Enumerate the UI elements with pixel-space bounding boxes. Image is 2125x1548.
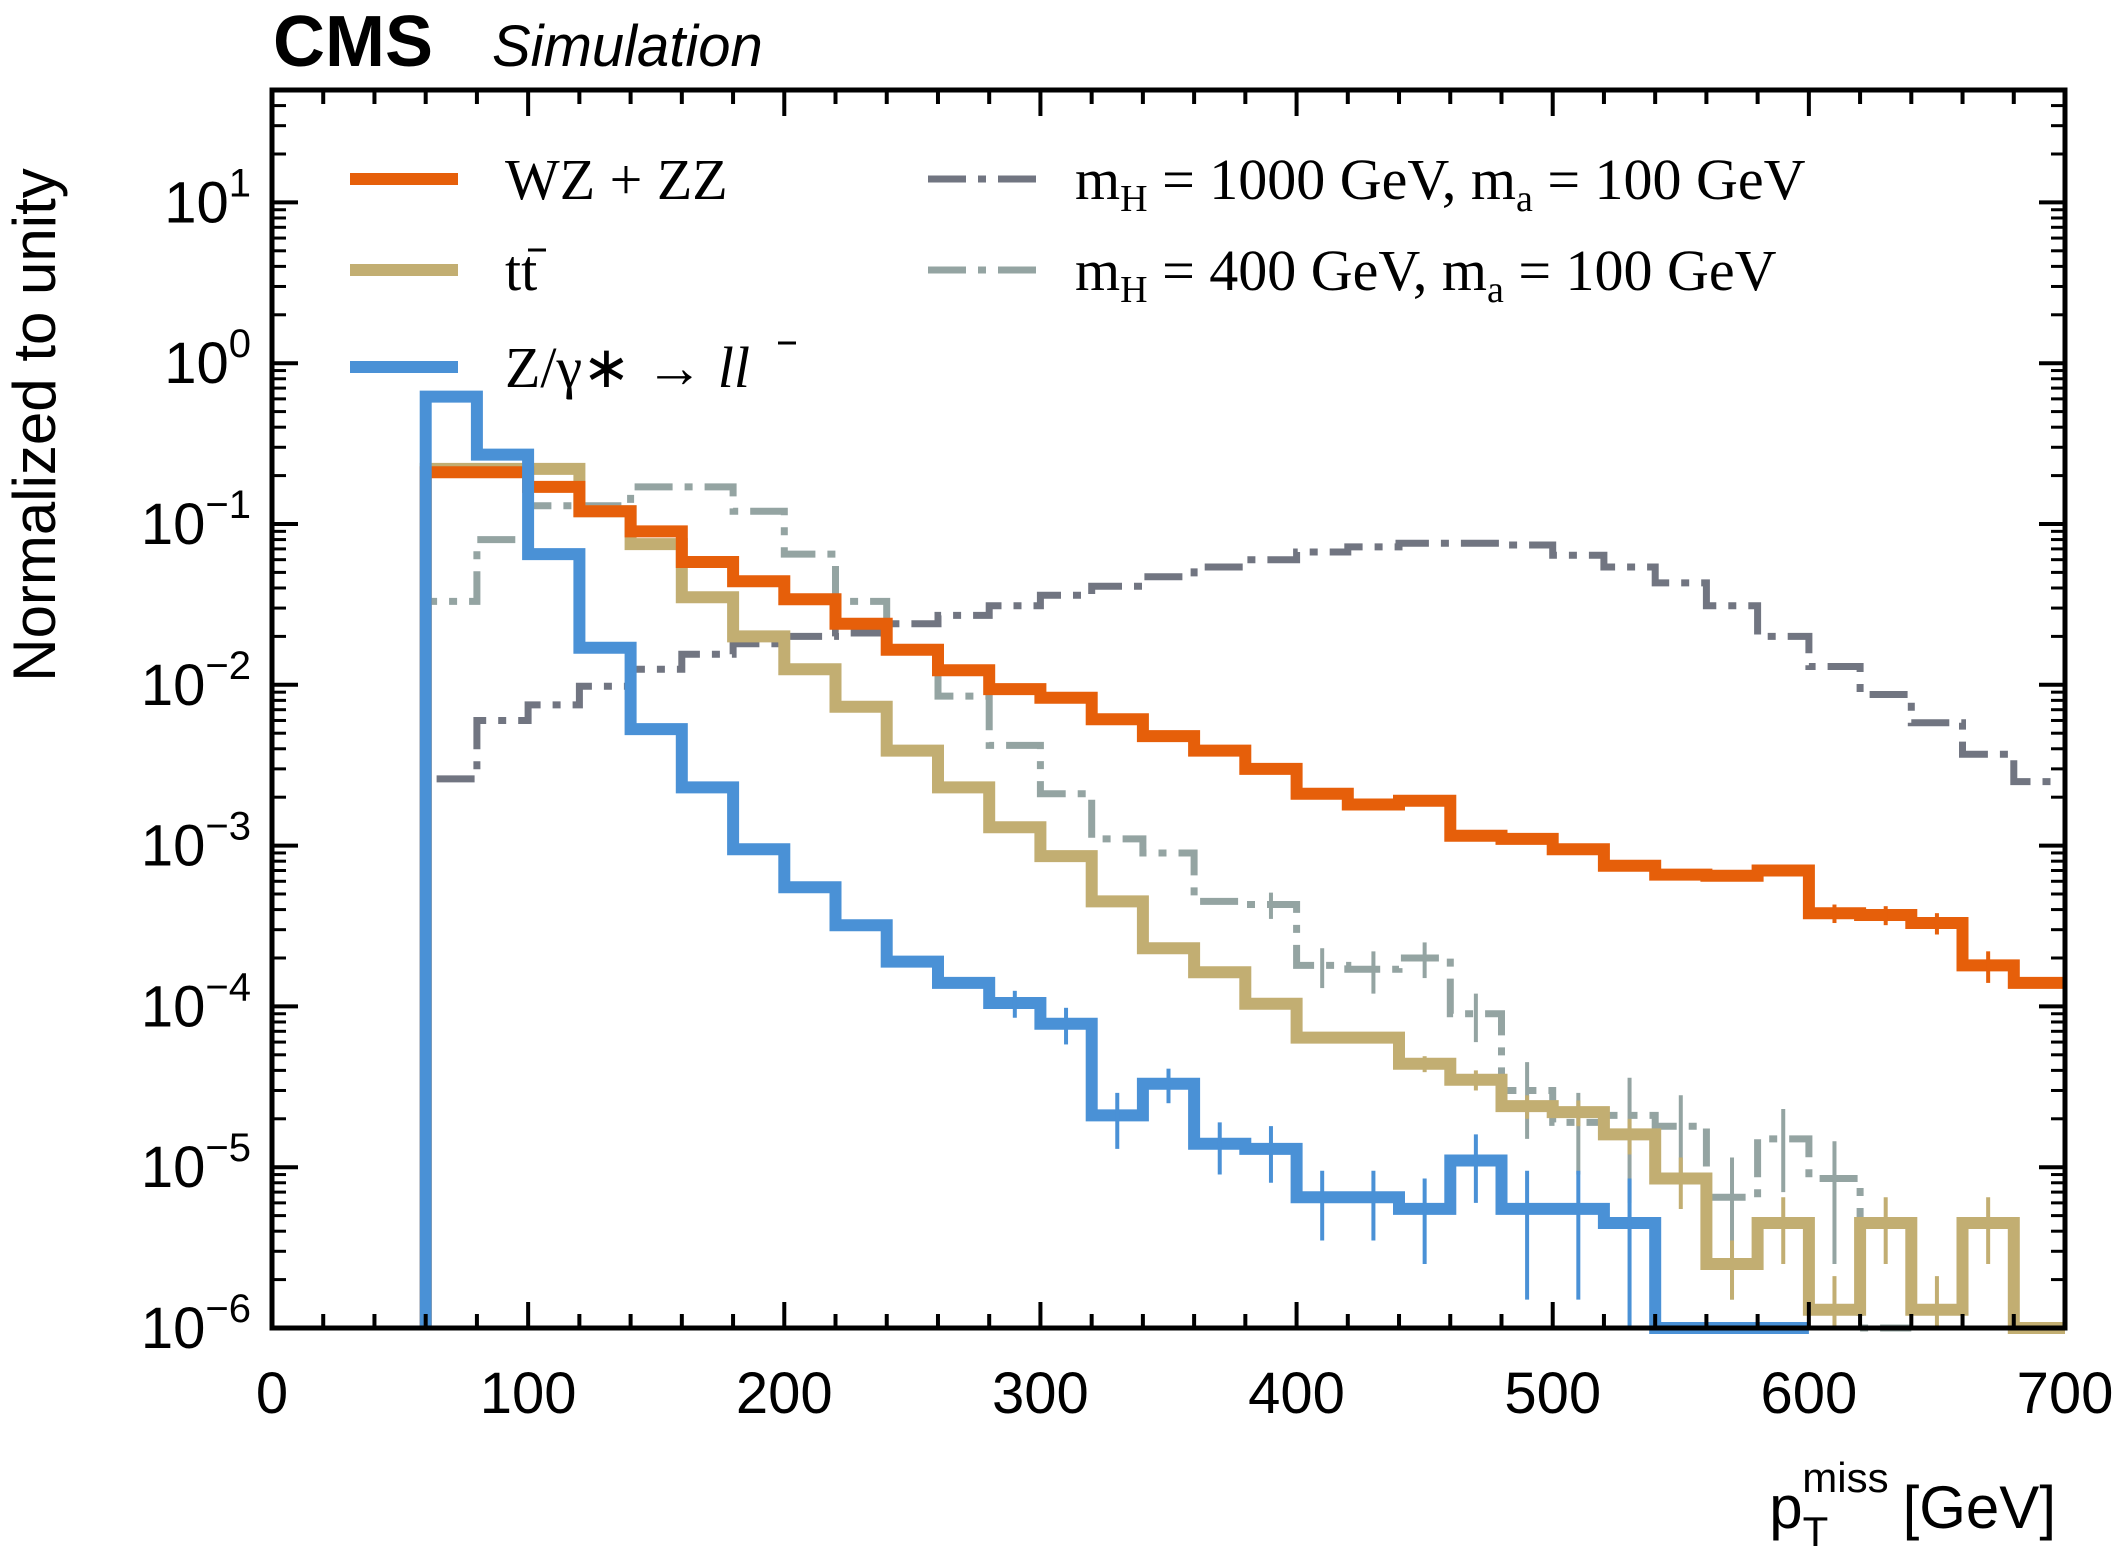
svg-text:mH = 1000 GeV, ma = 100 GeV: mH = 1000 GeV, ma = 100 GeV	[1075, 147, 1806, 220]
legend-entry-mh400: mH = 400 GeV, ma = 100 GeV	[928, 238, 1777, 311]
svg-text:mH = 400 GeV, ma = 100 GeV: mH = 400 GeV, ma = 100 GeV	[1075, 238, 1777, 311]
x-tick-label: 100	[480, 1361, 577, 1426]
series-line	[419, 462, 2065, 1334]
x-axis-label: pTmiss [GeV]	[1769, 1454, 2056, 1548]
cms-label: CMS	[273, 2, 433, 82]
series-line	[419, 466, 2065, 1328]
legend-label-dy-l: l	[718, 335, 734, 400]
simulation-label: Simulation	[492, 14, 763, 79]
series-mh-1000-gev-ma-100-gev	[422, 539, 2065, 1328]
legend: WZ + ZZ tt Z/γ∗ → ll mH = 1000 GeV, ma =…	[350, 147, 1806, 400]
svg-text:tt: tt	[505, 238, 537, 303]
y-tick-label: 10−5	[141, 1126, 251, 1200]
series-tt	[419, 462, 2065, 1334]
legend-label-dy-lbar: l	[734, 335, 750, 400]
y-tick-label: 10−2	[141, 644, 251, 718]
x-axis-label-main: p	[1769, 1474, 1802, 1541]
x-tick-label: 300	[992, 1361, 1089, 1426]
series-line	[419, 390, 1809, 1334]
series-wz-zz	[419, 466, 2065, 1328]
y-tick-label: 10−4	[141, 965, 251, 1039]
x-axis-label-superscript: miss	[1802, 1454, 1888, 1501]
svg-text:pTmiss[GeV]: pTmiss [GeV]	[1769, 1454, 2056, 1548]
legend-entry-wz-zz: WZ + ZZ	[350, 147, 728, 212]
legend-label-ttbar-tbar: t	[521, 238, 537, 303]
y-tick-label: 10−1	[141, 483, 251, 557]
x-axis-label-unit: [GeV]	[1903, 1474, 2056, 1541]
x-tick-label: 700	[2017, 1361, 2114, 1426]
svg-text:Z/γ∗ → ll: Z/γ∗ → ll	[505, 335, 750, 400]
y-axis-label: Normalized to unity	[1, 168, 68, 682]
series-line	[422, 539, 2065, 1328]
legend-label-wz-zz: WZ + ZZ	[505, 147, 728, 212]
series-line	[422, 483, 1912, 1332]
y-tick-label: 100	[164, 322, 251, 396]
x-tick-label: 600	[1760, 1361, 1857, 1426]
legend-entry-dy: Z/γ∗ → ll	[350, 335, 796, 400]
legend-entry-mh1000: mH = 1000 GeV, ma = 100 GeV	[928, 147, 1806, 220]
plot-area	[269, 87, 2068, 1334]
series-z-ll	[419, 390, 1809, 1334]
y-tick-label: 10−3	[141, 805, 251, 879]
y-tick-label: 101	[164, 161, 251, 235]
y-tick-label: 10−6	[141, 1287, 251, 1361]
x-tick-label: 200	[736, 1361, 833, 1426]
series-mh-400-gev-ma-100-gev	[422, 483, 1912, 1332]
x-axis-label-subscript: T	[1803, 1508, 1829, 1548]
legend-label-dy-process: Z/γ∗ →	[505, 335, 718, 400]
legend-entry-ttbar: tt	[350, 238, 546, 303]
x-tick-label: 0	[256, 1361, 288, 1426]
x-tick-label: 500	[1504, 1361, 1601, 1426]
x-tick-label: 400	[1248, 1361, 1345, 1426]
legend-label-ttbar-t: t	[505, 238, 521, 303]
